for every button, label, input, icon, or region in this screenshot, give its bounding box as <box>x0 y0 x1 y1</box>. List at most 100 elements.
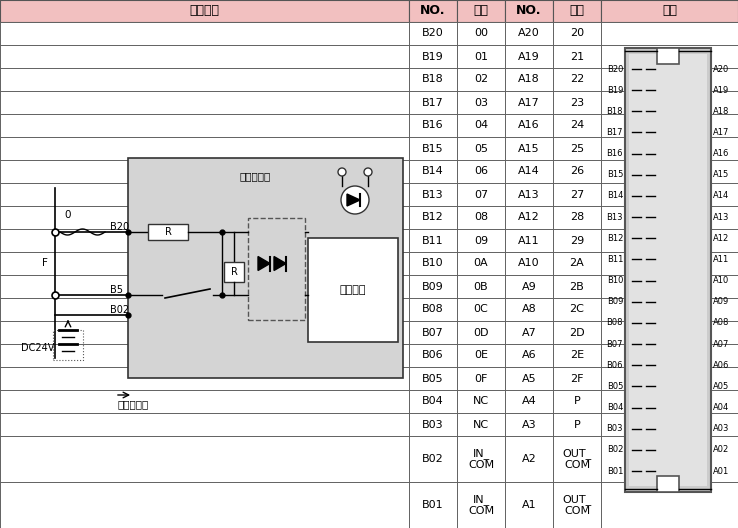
Bar <box>505 68 553 91</box>
Text: B20: B20 <box>607 64 623 73</box>
Bar <box>505 22 553 45</box>
Bar <box>505 321 553 344</box>
Text: 접점: 접점 <box>570 5 584 17</box>
Bar <box>601 321 738 344</box>
Text: 2A: 2A <box>570 259 584 269</box>
Bar <box>553 91 601 114</box>
Bar <box>601 114 738 137</box>
Text: A04: A04 <box>713 403 729 412</box>
Text: A8: A8 <box>522 305 537 315</box>
Text: B10: B10 <box>607 276 623 285</box>
Text: B01: B01 <box>422 500 444 510</box>
Text: B05: B05 <box>607 382 623 391</box>
Text: A5: A5 <box>522 373 537 383</box>
Text: 접점: 접점 <box>474 5 489 17</box>
Text: 23: 23 <box>570 98 584 108</box>
Bar <box>409 413 457 436</box>
Text: A01: A01 <box>713 467 729 476</box>
Text: 2D: 2D <box>569 327 584 337</box>
Text: A13: A13 <box>713 213 729 222</box>
Circle shape <box>364 168 372 176</box>
Bar <box>0 298 409 321</box>
Text: 0A: 0A <box>474 259 489 269</box>
Polygon shape <box>347 194 360 206</box>
Bar <box>409 0 457 22</box>
Text: B20: B20 <box>422 29 444 39</box>
Bar <box>457 206 505 229</box>
Text: B15: B15 <box>607 171 623 180</box>
Bar <box>248 218 305 320</box>
Text: A06: A06 <box>713 361 729 370</box>
Bar <box>553 45 601 68</box>
Text: OUT_
COM: OUT_ COM <box>562 448 592 470</box>
Text: B03: B03 <box>607 424 623 433</box>
Text: 26: 26 <box>570 166 584 176</box>
Polygon shape <box>258 257 270 270</box>
Bar <box>409 114 457 137</box>
Bar <box>0 229 409 252</box>
Text: A4: A4 <box>522 397 537 407</box>
Text: B5: B5 <box>110 285 123 295</box>
Bar <box>148 224 188 240</box>
Text: B03: B03 <box>422 420 444 429</box>
Text: A20: A20 <box>713 64 729 73</box>
Bar <box>0 183 409 206</box>
Bar <box>0 252 409 275</box>
Text: 06: 06 <box>474 166 488 176</box>
Bar <box>601 298 738 321</box>
Text: A20: A20 <box>518 29 540 39</box>
Bar <box>553 252 601 275</box>
Text: 22: 22 <box>570 74 584 84</box>
Text: 커넥터번호: 커넥터번호 <box>118 399 149 409</box>
Bar <box>409 436 457 482</box>
Bar <box>457 344 505 367</box>
Text: OUT_
COM: OUT_ COM <box>562 494 592 516</box>
Text: A19: A19 <box>713 86 729 95</box>
Bar <box>224 262 244 282</box>
Text: 25: 25 <box>570 144 584 154</box>
Text: A05: A05 <box>713 382 729 391</box>
Polygon shape <box>274 257 286 270</box>
Bar <box>601 367 738 390</box>
Bar <box>601 413 738 436</box>
Text: 02: 02 <box>474 74 488 84</box>
Text: A14: A14 <box>713 192 729 201</box>
Bar <box>457 436 505 482</box>
Bar <box>601 275 738 298</box>
Text: B12: B12 <box>422 212 444 222</box>
Text: B11: B11 <box>422 235 444 246</box>
Text: B13: B13 <box>607 213 623 222</box>
Text: B02: B02 <box>422 454 444 464</box>
Bar <box>553 0 601 22</box>
Bar <box>0 413 409 436</box>
Bar <box>553 367 601 390</box>
Text: B17: B17 <box>607 128 623 137</box>
Bar <box>553 436 601 482</box>
Bar <box>409 252 457 275</box>
Bar <box>0 344 409 367</box>
Text: A16: A16 <box>713 149 729 158</box>
Bar <box>0 0 409 22</box>
Bar <box>505 137 553 160</box>
Bar <box>553 229 601 252</box>
Bar <box>457 160 505 183</box>
Bar <box>601 22 738 45</box>
Text: B05: B05 <box>422 373 444 383</box>
Text: A2: A2 <box>522 454 537 464</box>
Text: A15: A15 <box>518 144 539 154</box>
Bar <box>409 206 457 229</box>
Bar <box>409 91 457 114</box>
Bar <box>0 45 409 68</box>
Text: R: R <box>165 227 171 237</box>
Text: F: F <box>42 259 48 269</box>
Bar <box>457 390 505 413</box>
Bar <box>505 160 553 183</box>
Text: A15: A15 <box>713 171 729 180</box>
Bar <box>409 160 457 183</box>
Bar <box>505 206 553 229</box>
Bar <box>601 160 738 183</box>
Bar <box>128 158 403 378</box>
Text: B07: B07 <box>422 327 444 337</box>
Text: B19: B19 <box>422 52 444 61</box>
Bar <box>553 344 601 367</box>
